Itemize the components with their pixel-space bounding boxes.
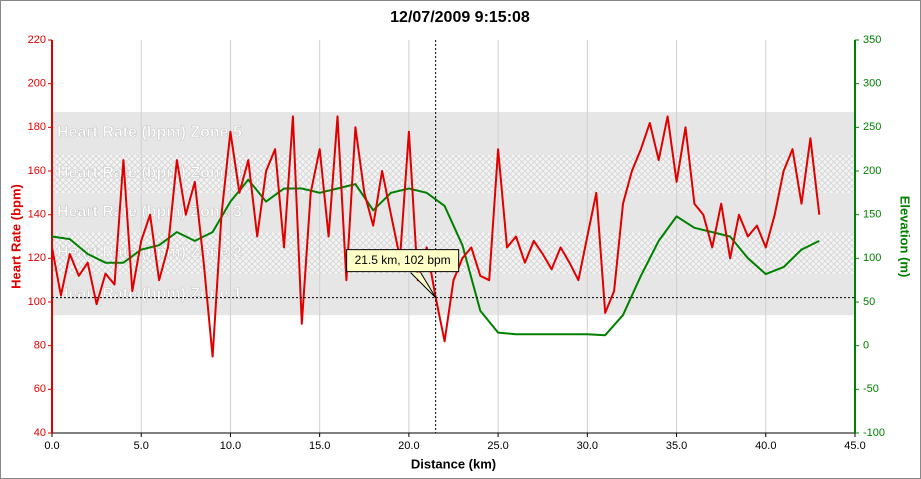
- x-tick-label: 30.0: [577, 440, 598, 452]
- y-tick-label: 200: [28, 78, 46, 90]
- x-tick-label: 15.0: [309, 440, 330, 452]
- zone-label: Heart Rate (bpm) Zone 5: [57, 124, 242, 141]
- y2-tick-label: 200: [863, 165, 881, 177]
- y2-tick-label: 250: [863, 121, 881, 133]
- y-axis-title: Heart Rate (bpm): [8, 184, 23, 289]
- y-tick-label: 160: [28, 165, 46, 177]
- y-tick-label: 40: [34, 427, 46, 439]
- y2-tick-label: 0: [863, 340, 869, 352]
- y2-tick-label: 50: [863, 296, 875, 308]
- x-tick-label: 40.0: [755, 440, 776, 452]
- y2-axis-title: Elevation (m): [898, 196, 913, 278]
- zone-label: Heart Rate (bpm) Zone 4: [57, 164, 242, 181]
- y-tick-label: 180: [28, 121, 46, 133]
- tooltip-pointer: [410, 272, 437, 298]
- tooltip-box: [346, 249, 460, 273]
- y-tick-label: 120: [28, 252, 46, 264]
- y-tick-label: 80: [34, 340, 46, 352]
- y2-tick-label: 350: [863, 34, 881, 46]
- zone-label: Heart Rate (bpm) Zone 3: [57, 204, 242, 221]
- x-tick-label: 45.0: [844, 440, 865, 452]
- y-tick-label: 100: [28, 296, 46, 308]
- tooltip-text: 21.5 km, 102 bpm: [355, 253, 451, 267]
- chart-title: 12/07/2009 9:15:08: [390, 9, 530, 26]
- y2-tick-label: -50: [863, 383, 879, 395]
- y-tick-label: 60: [34, 383, 46, 395]
- x-tick-label: 25.0: [487, 440, 508, 452]
- y-tick-label: 140: [28, 209, 46, 221]
- x-tick-label: 20.0: [398, 440, 419, 452]
- hr-zone: [52, 153, 855, 193]
- y2-tick-label: 300: [863, 78, 881, 90]
- y2-tick-label: -100: [863, 427, 885, 439]
- y-tick-label: 220: [28, 34, 46, 46]
- x-tick-label: 10.0: [220, 440, 241, 452]
- y2-tick-label: 150: [863, 209, 881, 221]
- x-tick-label: 35.0: [666, 440, 687, 452]
- x-tick-label: 0.0: [44, 440, 59, 452]
- y2-tick-label: 100: [863, 252, 881, 264]
- x-axis-title: Distance (km): [411, 456, 496, 471]
- x-tick-label: 5.0: [134, 440, 149, 452]
- zone-label: Heart Rate (bpm) Zone 1: [57, 286, 242, 303]
- series-line: [51, 178, 820, 337]
- hr-zone: [52, 112, 855, 154]
- zone-label: Heart Rate (bpm) Zone 2: [57, 244, 242, 261]
